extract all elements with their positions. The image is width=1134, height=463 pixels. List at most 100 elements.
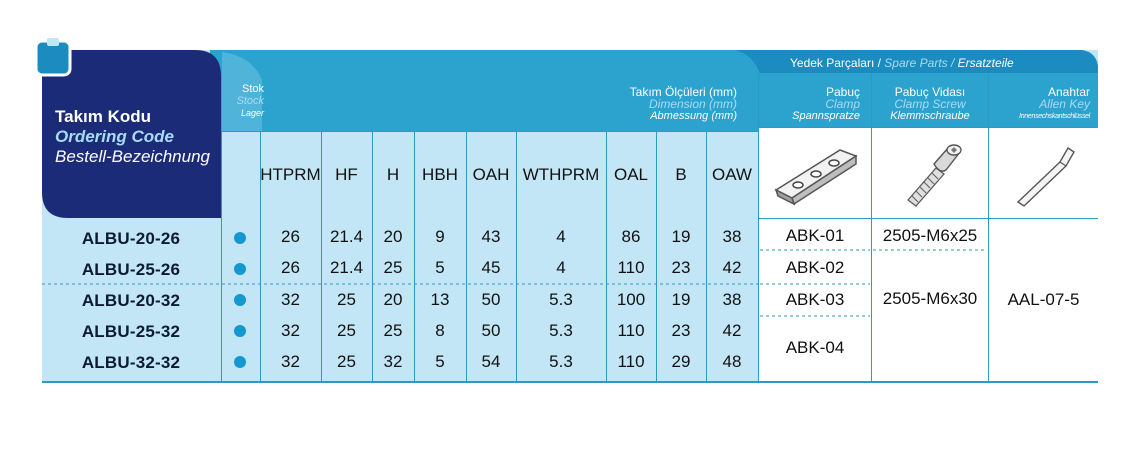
title-de: Bestell-Bezeichnung	[55, 147, 210, 166]
stock-indicator	[234, 325, 246, 337]
cell-wthprm: 5.3	[549, 352, 573, 371]
cell-htprm: 32	[281, 290, 300, 309]
col-header-b: B	[675, 165, 687, 184]
cell-wthprm: 4	[556, 227, 566, 246]
cell-hbh: 9	[435, 227, 445, 246]
screw-en: Clamp Screw	[894, 97, 966, 111]
cell-b: 23	[671, 321, 691, 340]
col-header-htprm: HTPRM	[260, 165, 321, 184]
cell-oah: 50	[481, 290, 501, 309]
ordering-code: ALBU-20-32	[81, 291, 181, 310]
clamp-de: Spannspratze	[792, 110, 860, 122]
stock-indicator	[234, 232, 246, 244]
cell-hbh: 5	[435, 352, 445, 371]
spare-icon-line	[758, 127, 1098, 128]
col-divider	[372, 132, 373, 382]
cell-hf: 25	[337, 352, 356, 371]
clamp-tr: Pabuç	[825, 85, 860, 99]
screw-code: 2505-M6x25	[882, 226, 978, 245]
cell-wthprm: 4	[556, 258, 566, 277]
spare-body-line	[758, 218, 1098, 219]
col-divider	[656, 132, 657, 382]
col-divider	[516, 132, 517, 382]
key-de: Innensechskantschlüssel	[1019, 113, 1090, 120]
cell-htprm: 26	[281, 258, 300, 277]
col-divider	[321, 132, 322, 382]
col-divider	[758, 73, 759, 382]
cell-b: 23	[671, 258, 691, 277]
cell-hf: 21.4	[329, 258, 364, 277]
allen-key-icon	[1016, 147, 1075, 207]
clamp-en: Clamp	[825, 97, 860, 111]
cell-oal: 100	[616, 290, 646, 309]
cell-oaw: 38	[722, 290, 742, 309]
col-divider	[466, 132, 467, 382]
col-header-oal: OAL	[613, 165, 649, 184]
spare-title-en: Spare Parts /	[884, 56, 955, 70]
key-code: AAL-07-5	[1007, 289, 1080, 309]
col-divider	[706, 132, 707, 382]
cell-oaw: 42	[722, 258, 742, 277]
cell-b: 19	[671, 290, 691, 309]
cell-hf: 25	[337, 321, 356, 340]
dims-tr: Takım Ölçüleri (mm)	[629, 85, 737, 99]
dims-de: Abmessung (mm)	[650, 110, 737, 122]
cell-hf: 25	[337, 290, 356, 309]
spare-title: Yedek Parçaları / Spare Parts / Ersatzte…	[790, 56, 1014, 70]
cell-hbh: 8	[435, 321, 445, 340]
cell-oah: 43	[481, 227, 501, 246]
cell-h: 32	[383, 352, 403, 371]
cell-h: 25	[383, 321, 403, 340]
stock-indicator	[234, 294, 246, 306]
cell-oal: 110	[617, 352, 645, 371]
cell-htprm: 32	[281, 352, 300, 371]
cell-oaw: 48	[722, 352, 742, 371]
clamp-part-icon	[774, 149, 858, 206]
corner-tab-icon	[34, 38, 72, 77]
col-divider	[988, 73, 989, 382]
header-bottom-line	[221, 131, 758, 132]
cell-b: 29	[671, 352, 691, 371]
ordering-code: ALBU-25-32	[81, 322, 181, 341]
spare-title-tr: Yedek Parçaları /	[790, 56, 881, 70]
col-divider	[260, 132, 261, 382]
col-header-hf: HF	[335, 165, 358, 184]
title-en: Ordering Code	[55, 127, 175, 146]
col-divider	[414, 132, 415, 382]
cell-htprm: 32	[281, 321, 300, 340]
cell-h: 25	[383, 258, 403, 277]
cell-htprm: 26	[281, 227, 300, 246]
cell-wthprm: 5.3	[549, 290, 573, 309]
cell-oah: 45	[481, 258, 501, 277]
clamp-code: ABK-01	[785, 226, 845, 245]
clamp-screw-icon	[907, 144, 962, 207]
screw-tr: Pabuç Vidası	[894, 85, 966, 99]
col-header-h: H	[386, 165, 400, 184]
stock-tr: Stok	[241, 83, 264, 95]
cell-wthprm: 5.3	[549, 321, 573, 340]
title-tr: Takım Kodu	[55, 107, 152, 126]
cell-oaw: 42	[722, 321, 742, 340]
cell-oal: 110	[617, 321, 645, 340]
clamp-code: ABK-04	[785, 338, 845, 357]
col-divider	[606, 132, 607, 382]
clamp-code: ABK-02	[785, 258, 845, 277]
clamp-code: ABK-03	[785, 290, 845, 309]
key-tr: Anahtar	[1047, 85, 1090, 99]
ordering-code: ALBU-32-32	[81, 353, 181, 372]
stock-indicator	[234, 356, 246, 368]
cell-oal: 86	[621, 227, 641, 246]
col-header-wthprm: WTHPRM	[522, 165, 600, 184]
col-header-oah: OAH	[472, 165, 510, 184]
screw-de: Klemmschraube	[890, 110, 970, 122]
ordering-code: ALBU-20-26	[81, 229, 181, 248]
col-header-oaw: OAW	[712, 165, 752, 184]
cell-h: 20	[383, 227, 403, 246]
cell-hf: 21.4	[329, 227, 364, 246]
cell-oaw: 38	[722, 227, 742, 246]
cell-oah: 54	[481, 352, 501, 371]
spare-parts-body	[758, 218, 1098, 382]
cell-b: 19	[671, 227, 691, 246]
cell-hbh: 13	[430, 290, 450, 309]
